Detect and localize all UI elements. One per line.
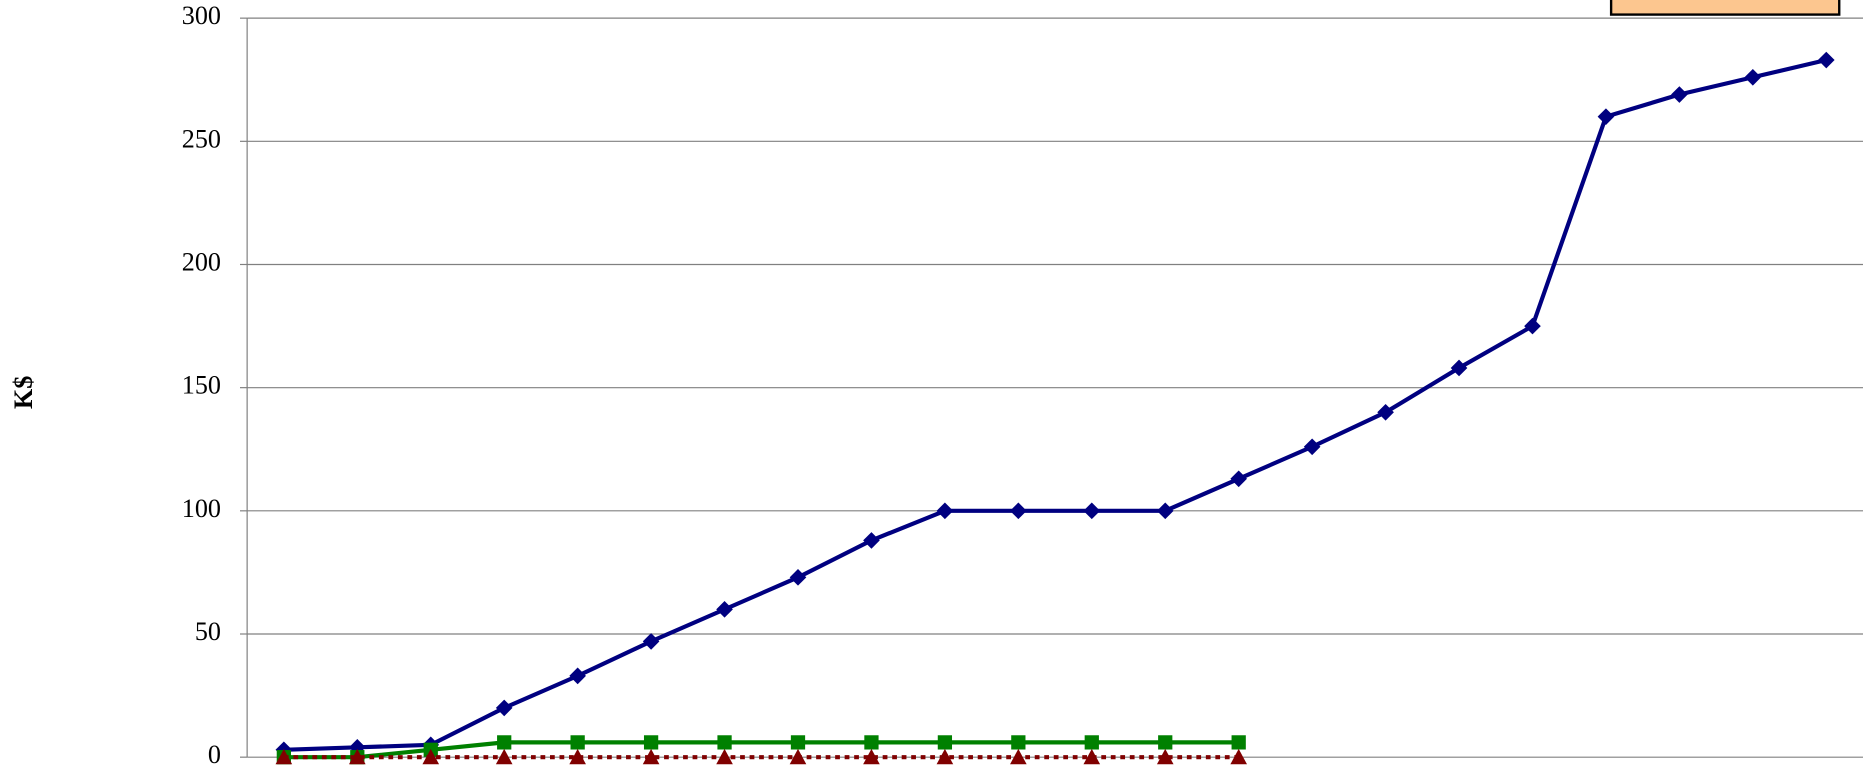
point (1156, 502, 1174, 520)
point (1231, 735, 1246, 750)
point (716, 601, 733, 618)
point (1230, 470, 1248, 488)
y-tick-label: 100 (182, 494, 221, 523)
y-tick-label: 250 (182, 124, 221, 153)
point (1010, 748, 1027, 765)
point (497, 735, 512, 750)
y-tick-label: 0 (208, 740, 221, 767)
y-tick-label: 300 (182, 1, 221, 30)
point (569, 748, 586, 765)
point (1303, 438, 1321, 456)
point (495, 748, 513, 765)
point (642, 748, 660, 765)
legend-box (1609, 0, 1841, 16)
point (275, 748, 293, 765)
point (1083, 748, 1101, 765)
point (1011, 735, 1026, 750)
point (863, 748, 880, 765)
y-tick-label: 150 (182, 371, 221, 400)
point (495, 699, 513, 717)
point (1158, 735, 1173, 750)
point (1156, 748, 1174, 765)
point (789, 748, 807, 765)
point (1450, 359, 1468, 377)
y-axis-label: K$ (9, 376, 38, 409)
point (863, 532, 880, 549)
point (1744, 68, 1762, 86)
point (1230, 748, 1248, 765)
point (642, 633, 660, 650)
point (569, 667, 586, 685)
point (422, 748, 440, 765)
point (1084, 735, 1099, 750)
point (936, 748, 954, 765)
y-tick-label: 200 (182, 247, 221, 276)
point (1597, 108, 1615, 126)
series-line (283, 740, 1239, 760)
point (864, 735, 879, 750)
point (348, 748, 366, 765)
point (1671, 86, 1688, 103)
series-line (283, 58, 1827, 752)
point (570, 735, 585, 750)
point (1083, 502, 1101, 520)
point (936, 502, 954, 520)
point (1010, 502, 1027, 520)
point (937, 735, 953, 750)
y-tick-label: 50 (195, 617, 221, 646)
point (790, 735, 806, 750)
point (789, 569, 807, 586)
point (1817, 51, 1835, 69)
point (716, 748, 733, 765)
point (1524, 317, 1541, 335)
point (717, 735, 732, 750)
point (643, 735, 659, 750)
